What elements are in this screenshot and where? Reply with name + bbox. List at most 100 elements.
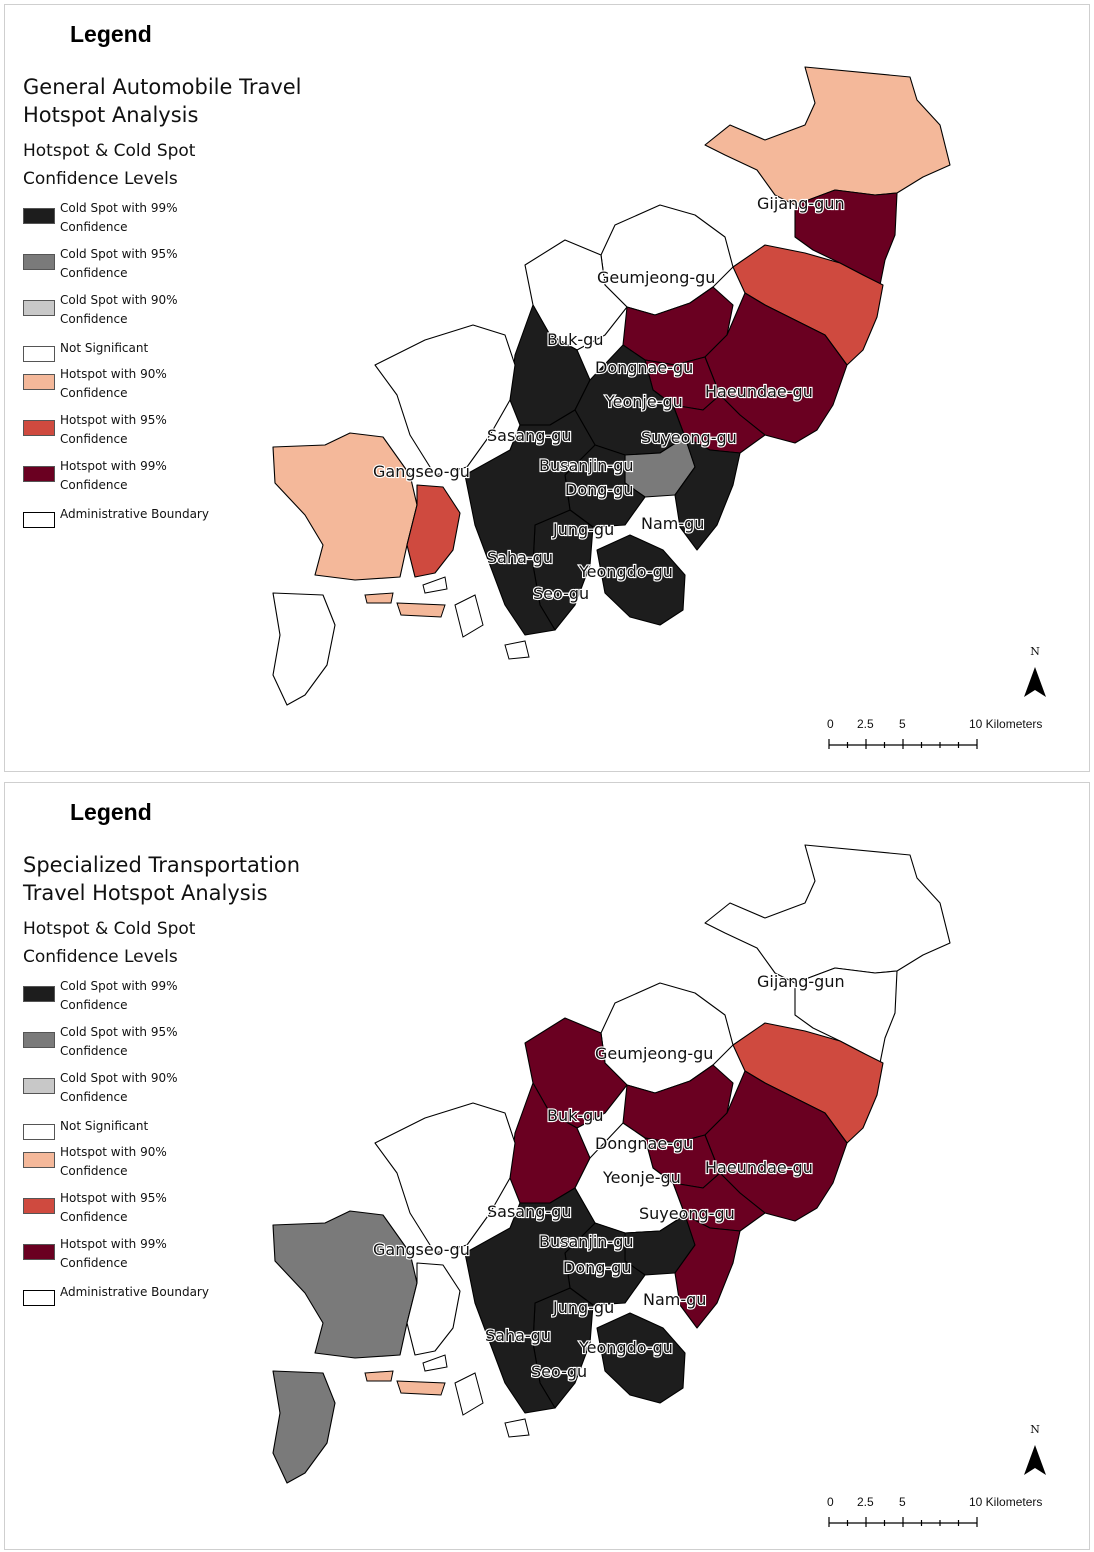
district-label-yeonje-gu: Yeonje-gu	[604, 392, 683, 411]
legend-swatch	[23, 512, 55, 528]
district-gangseo-north	[374, 1102, 516, 1254]
legend-swatch	[23, 374, 55, 390]
legend-item-hot95: Hotspot with 95% Confidence	[23, 413, 243, 453]
district-gijang-north	[704, 844, 951, 984]
scale-label: 5	[899, 717, 906, 731]
district-label-dong-gu: Dong-gu	[565, 480, 633, 499]
legend-swatch	[23, 466, 55, 482]
legend-label: Hotspot with 99% Confidence	[60, 459, 167, 492]
district-label-buk-gu: Buk-gu	[547, 1106, 603, 1125]
district-label-gijang-gun: Gijang-gun	[757, 972, 845, 991]
island	[364, 1370, 394, 1382]
legend-swatch	[23, 1290, 55, 1306]
district-gangseo-east	[406, 484, 461, 578]
district-gadeok	[272, 1370, 336, 1484]
district-yeongdo-gu	[596, 1312, 686, 1404]
legend-label: Cold Spot with 90% Confidence	[60, 1071, 178, 1104]
district-label-gijang-gun: Gijang-gun	[757, 194, 845, 213]
district-yeongdo-gu	[596, 534, 686, 626]
legend-item-notsig: Not Significant	[23, 1117, 243, 1157]
map-title: Specialized Transportation Travel Hotspo…	[23, 853, 301, 905]
district-label-yeongdo-gu: Yeongdo-gu	[578, 562, 673, 581]
district-label-geumjeong-gu: Geumjeong-gu	[597, 268, 715, 287]
legend-item-cold95: Cold Spot with 95% Confidence	[23, 1025, 243, 1065]
legend-item-hot90: Hotspot with 90% Confidence	[23, 367, 243, 407]
north-arrow: N	[1015, 1423, 1055, 1483]
island	[422, 1354, 448, 1372]
legend-item-hot99: Hotspot with 99% Confidence	[23, 459, 243, 499]
district-saha-gu	[464, 1187, 596, 1414]
legend-swatch	[23, 1032, 55, 1048]
map-panel-general: Legend General Automobile Travel Hotspot…	[4, 4, 1090, 772]
scale-label: 2.5	[857, 1495, 874, 1509]
legend-swatch	[23, 1124, 55, 1140]
district-label-yeongdo-gu: Yeongdo-gu	[578, 1338, 673, 1357]
legend-swatch	[23, 986, 55, 1002]
district-label-seo-gu: Seo-gu	[533, 584, 589, 603]
legend-item-cold90: Cold Spot with 90% Confidence	[23, 1071, 243, 1111]
legend-subtitle: Hotspot & Cold Spot Confidence Levels	[23, 919, 196, 967]
district-gangseo-east	[406, 1262, 461, 1356]
island	[454, 1372, 484, 1416]
district-label-dong-gu: Dong-gu	[563, 1258, 631, 1277]
legend-heading: Legend	[70, 21, 152, 47]
legend-swatch	[23, 300, 55, 316]
scale-bar-graphic	[828, 1517, 978, 1527]
map-panel-specialized: Legend Specialized Transportation Travel…	[4, 782, 1090, 1550]
district-label-sasang-gu: Sasang-gu	[487, 426, 571, 445]
legend-swatch	[23, 254, 55, 270]
legend-label: Hotspot with 90% Confidence	[60, 1145, 167, 1178]
district-label-nam-gu: Nam-gu	[643, 1290, 706, 1309]
legend-item-cold99: Cold Spot with 99% Confidence	[23, 979, 243, 1019]
legend-item-notsig: Not Significant	[23, 339, 243, 379]
district-label-sasang-gu: Sasang-gu	[487, 1202, 571, 1221]
district-label-yeonje-gu: Yeonje-gu	[602, 1168, 681, 1187]
island	[454, 594, 484, 638]
legend-label: Not Significant	[60, 341, 149, 355]
district-gangseo-north	[374, 324, 516, 476]
island	[364, 592, 394, 604]
district-nam-gu	[674, 1214, 741, 1329]
scale-label: 0	[827, 717, 834, 731]
legend-item-cold90: Cold Spot with 90% Confidence	[23, 293, 243, 333]
island	[422, 576, 448, 594]
district-gangseo-gu	[272, 432, 418, 581]
north-arrow-icon	[1024, 667, 1046, 697]
scale-bar-graphic	[828, 739, 978, 749]
district-label-dongnae-gu: Dongnae-gu	[595, 1134, 693, 1153]
legend-item-cold99: Cold Spot with 99% Confidence	[23, 201, 243, 241]
legend-swatch	[23, 1078, 55, 1094]
legend-label: Cold Spot with 99% Confidence	[60, 979, 178, 1012]
north-arrow: N	[1015, 645, 1055, 705]
legend-item-hot99: Hotspot with 99% Confidence	[23, 1237, 243, 1277]
district-label-suyeong-gu: Suyeong-gu	[641, 428, 737, 447]
scale-bar: 0 2.5 5 10 Kilometers	[823, 717, 1063, 757]
district-label-buk-gu: Buk-gu	[547, 330, 603, 349]
legend-swatch	[23, 346, 55, 362]
legend-swatch	[23, 420, 55, 436]
district-gijang-north	[704, 66, 951, 206]
busan-map: Gijang-gun Geumjeong-gu Buk-gu Dongnae-gu Ye…	[272, 66, 951, 706]
island	[504, 1418, 530, 1438]
district-label-geumjeong-gu: Geumjeong-gu	[595, 1044, 713, 1063]
district-label-haeundae-gu: Haeundae-gu	[705, 1158, 813, 1177]
district-gadeok	[272, 592, 336, 706]
scale-label: 0	[827, 1495, 834, 1509]
district-nam-gu	[674, 436, 741, 551]
district-label-saha-gu: Saha-gu	[485, 1326, 551, 1345]
district-saha-gu	[464, 409, 596, 636]
district-gijang-gun	[794, 189, 898, 286]
district-label-jung-gu: Jung-gu	[552, 1298, 614, 1317]
legend-label: Administrative Boundary	[60, 1285, 209, 1299]
legend-label: Cold Spot with 90% Confidence	[60, 293, 178, 326]
legend-label: Hotspot with 95% Confidence	[60, 1191, 167, 1224]
legend-swatch	[23, 1244, 55, 1260]
district-layer	[272, 66, 951, 706]
district-label-seo-gu: Seo-gu	[531, 1362, 587, 1381]
district-label-saha-gu: Saha-gu	[487, 548, 553, 567]
legend-label: Not Significant	[60, 1119, 149, 1133]
district-gangseo-gu	[272, 1210, 418, 1359]
district-label-busanjin-gu: Busanjin-gu	[539, 1232, 634, 1251]
district-label-dongnae-gu: Dongnae-gu	[595, 358, 693, 377]
district-label-gangseo-gu: Gangseo-gu	[373, 462, 470, 481]
